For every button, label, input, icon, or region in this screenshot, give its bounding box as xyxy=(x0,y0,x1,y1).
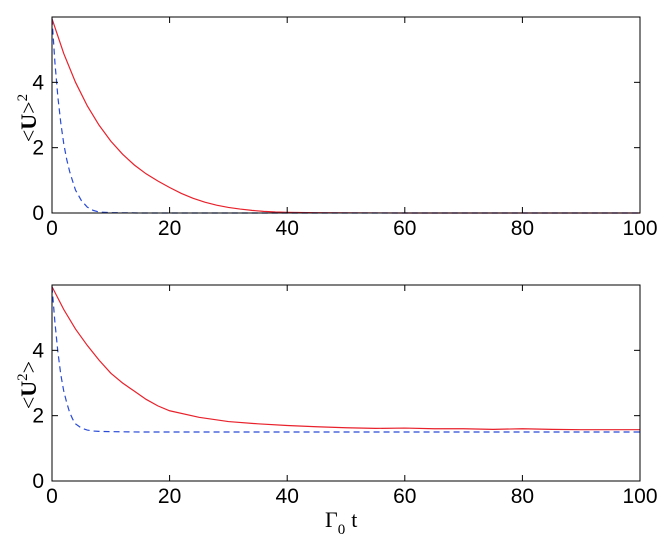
top-ytick-label: 0 xyxy=(32,202,44,225)
svg-text:<U>2: <U>2 xyxy=(15,94,41,142)
top-ylabel-close: > xyxy=(16,101,41,113)
top-ylabel-open: < xyxy=(16,130,41,142)
bottom-xtick-label: 100 xyxy=(622,485,657,508)
bottom-xtick-label: 40 xyxy=(276,485,299,508)
bottom-ytick-label: 4 xyxy=(32,339,44,362)
top-series-solid-line xyxy=(51,18,640,214)
bottom-xtick-label: 20 xyxy=(158,485,181,508)
bottom-xlabel: Γ0 t xyxy=(325,507,357,538)
bottom-panel: 0 20 40 60 80 100 0 2 4 xyxy=(32,284,658,508)
bottom-ylabel-open: < xyxy=(16,397,41,409)
svg-text:<U2>: <U2> xyxy=(15,361,41,409)
bottom-series-solid-line xyxy=(51,286,640,431)
xlabel-symbol: Γ xyxy=(325,507,338,532)
top-ytick-label: 2 xyxy=(32,137,44,160)
bottom-xtick-label: 80 xyxy=(511,485,534,508)
top-xtick-label: 100 xyxy=(622,217,657,240)
top-xtick-label: 0 xyxy=(46,217,58,240)
top-xtick-label: 60 xyxy=(393,217,416,240)
bottom-series-dashed-line xyxy=(51,286,640,433)
bottom-ytick-label: 2 xyxy=(32,405,44,428)
bottom-axes-box xyxy=(51,284,641,482)
top-ytick-label: 4 xyxy=(32,71,44,94)
top-xtick-label: 40 xyxy=(276,217,299,240)
bottom-ylabel-symbol: U xyxy=(16,381,41,397)
top-ylabel: <U>2 xyxy=(15,94,41,142)
top-ylabel-symbol: U xyxy=(16,114,41,130)
bottom-xtick-label: 60 xyxy=(393,485,416,508)
bottom-ytick-label: 0 xyxy=(32,470,44,493)
top-axes-box xyxy=(51,16,641,214)
top-xtick-label: 80 xyxy=(511,217,534,240)
xlabel-variable: t xyxy=(351,507,357,532)
bottom-ylabel-power: 2 xyxy=(15,373,31,381)
bottom-ylabel: <U2> xyxy=(15,361,41,409)
bottom-xtick-label: 0 xyxy=(46,485,58,508)
bottom-ylabel-close: > xyxy=(16,361,41,373)
top-xtick-label: 20 xyxy=(158,217,181,240)
top-ylabel-power: 2 xyxy=(15,94,31,102)
xlabel-subscript: 0 xyxy=(338,522,346,538)
top-series-dashed-line xyxy=(51,18,640,214)
top-panel: 0 20 40 60 80 100 0 2 4 xyxy=(32,16,658,240)
